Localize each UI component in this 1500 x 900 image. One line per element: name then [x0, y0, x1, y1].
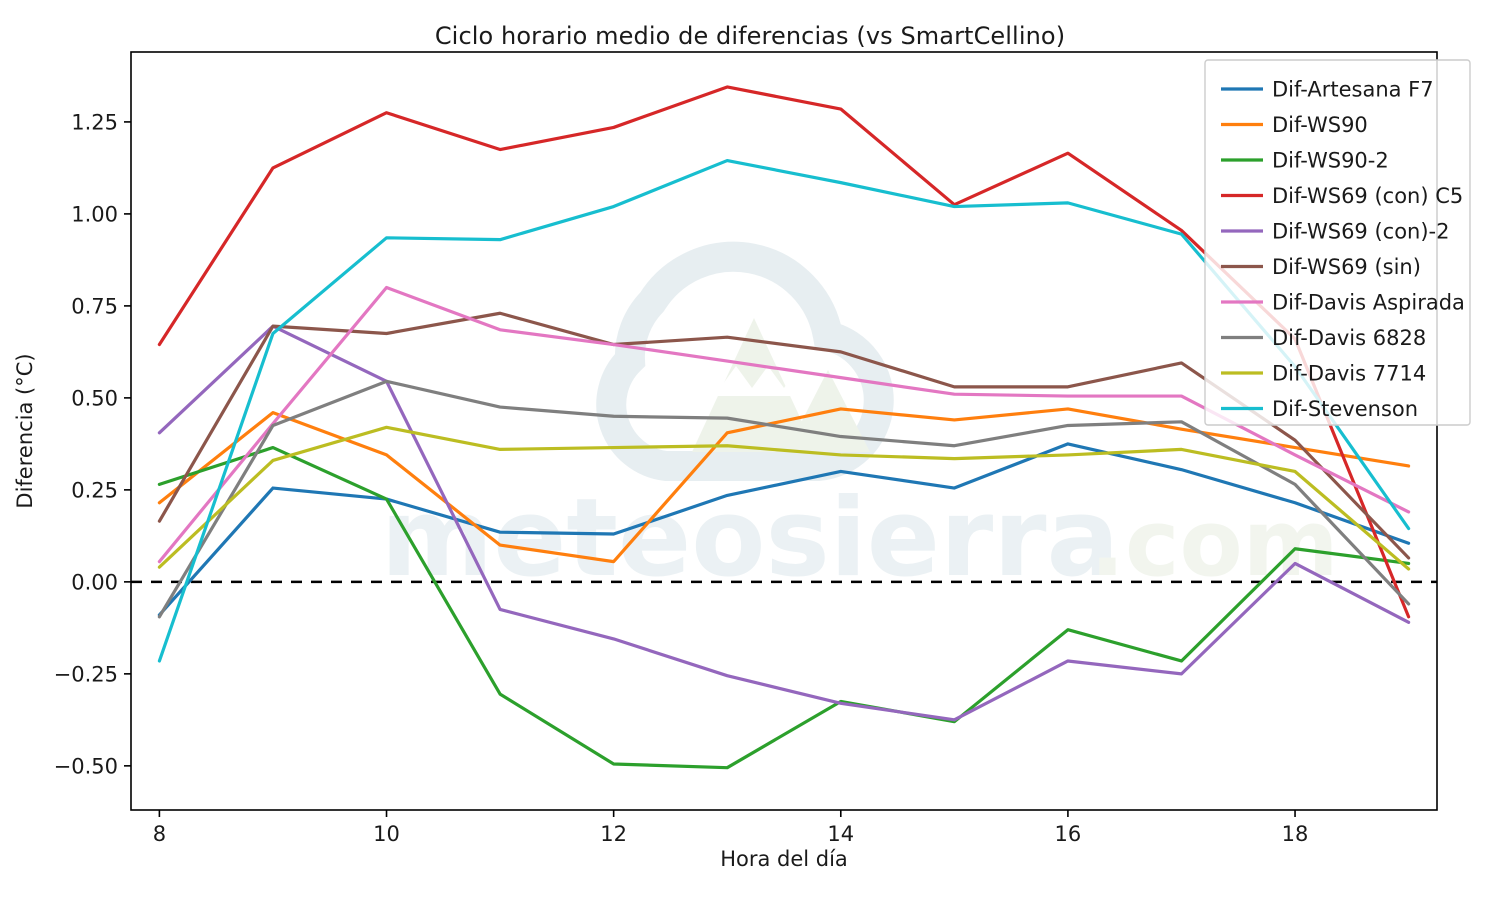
chart-legend[interactable]: Dif-Artesana F7 Dif-WS90 Dif-WS90-2 Dif-WS6… [1204, 59, 1471, 426]
y-tick-label: 0.50 [71, 386, 118, 410]
chart-title: Ciclo horario medio de diferencias (vs S… [434, 22, 1066, 50]
legend-label[interactable]: Dif-Artesana F7 [1272, 78, 1434, 102]
series-line [157, 85, 1411, 619]
x-tick-label: 14 [827, 822, 854, 846]
y-tick-label: 0.00 [71, 570, 118, 594]
y-tick-label: 1.00 [71, 202, 118, 226]
series-line [157, 324, 1411, 722]
x-tick-label: 16 [1055, 822, 1082, 846]
x-tick-label: 18 [1282, 822, 1309, 846]
y-tick-label: 0.75 [71, 294, 118, 318]
series-line [157, 425, 1411, 571]
series-line [157, 445, 1411, 770]
legend-label[interactable]: Dif-Davis Aspirada [1272, 291, 1465, 315]
series-line [157, 379, 1411, 619]
legend-label[interactable]: Dif-Davis 7714 [1272, 362, 1426, 386]
legend-label[interactable]: Dif-WS69 (sin) [1272, 255, 1421, 279]
x-tick-label: 10 [373, 822, 400, 846]
x-tick-label: 8 [153, 822, 166, 846]
series-lines [157, 85, 1411, 770]
plot-frame [130, 51, 1438, 811]
legend-label[interactable]: Dif-WS69 (con) C5 [1272, 184, 1463, 208]
series-line [157, 285, 1411, 564]
y-axis-label: Diferencia (°C) [13, 353, 37, 508]
legend-box [1204, 59, 1471, 426]
y-tick-label: −0.50 [54, 754, 118, 778]
legend-label[interactable]: Dif-WS90 [1272, 113, 1368, 137]
legend-label[interactable]: Dif-Stevenson [1272, 397, 1418, 421]
x-tick-label: 12 [600, 822, 627, 846]
legend-label[interactable]: Dif-WS69 (con)-2 [1272, 220, 1450, 244]
series-line [157, 158, 1411, 663]
y-tick-label: −0.25 [54, 662, 118, 686]
y-tick-label: 1.25 [71, 110, 118, 134]
legend-label[interactable]: Dif-WS90-2 [1272, 149, 1389, 173]
x-axis-label: Hora del día [720, 847, 848, 871]
legend-label[interactable]: Dif-Davis 6828 [1272, 326, 1426, 350]
series-line [157, 442, 1411, 617]
y-tick-label: 0.25 [71, 478, 118, 502]
axis-ticks [124, 121, 1296, 817]
axis-tick-labels: −0.50 −0.25 0.00 0.25 0.50 0.75 1.00 1.25 8 10 12 1… [54, 110, 1309, 846]
watermark-suffix: .com [1090, 490, 1339, 597]
watermark-brand: meteosierra [381, 476, 1120, 601]
series-line [157, 311, 1411, 560]
